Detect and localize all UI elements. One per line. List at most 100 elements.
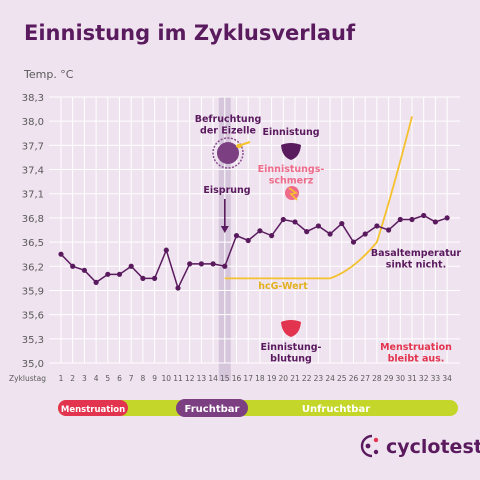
basal-point <box>327 231 333 237</box>
annotation-basal: Basaltemperatur sinkt nicht. <box>371 248 462 270</box>
basal-point <box>362 231 368 237</box>
basal-point <box>105 271 111 277</box>
basal-point <box>315 223 321 229</box>
basal-point <box>339 220 345 227</box>
basal-point <box>70 263 76 269</box>
basal-point <box>280 216 286 223</box>
x-axis-label: Zyklustag <box>9 374 46 383</box>
x-tick-label: 7 <box>129 374 134 383</box>
y-axis-label: Temp. °C <box>23 68 74 81</box>
x-tick-label: 31 <box>407 374 417 383</box>
x-tick-label: 17 <box>243 374 253 383</box>
basal-point <box>269 233 275 239</box>
phase-bar-unfruchtbar <box>58 400 458 416</box>
annotation-einnistung: Einnistung <box>262 127 319 138</box>
series-basal-line <box>60 214 448 291</box>
annotation-hcg: hcG-Wert <box>258 281 308 292</box>
basal-point <box>93 279 99 285</box>
y-tick-label: 37,4 <box>22 166 44 177</box>
x-tick-label: 3 <box>82 374 87 383</box>
basal-point <box>175 285 181 291</box>
basal-point <box>58 251 64 257</box>
x-tick-label: 4 <box>94 374 99 383</box>
x-tick-label: 6 <box>117 374 122 383</box>
x-tick-label: 25 <box>337 374 347 383</box>
x-tick-label: 33 <box>431 374 441 383</box>
x-tick-label: 8 <box>141 374 146 383</box>
basal-point <box>304 229 310 235</box>
x-tick-label: 13 <box>197 374 207 383</box>
y-tick-label: 36,5 <box>22 238 44 249</box>
basal-point <box>432 219 438 225</box>
basal-point <box>222 263 228 269</box>
basal-point <box>163 247 169 253</box>
y-tick-label: 35,6 <box>22 311 44 322</box>
x-tick-label: 1 <box>59 374 64 383</box>
x-tick-label: 26 <box>349 374 359 383</box>
basal-point <box>386 227 392 233</box>
y-tick-label: 35,9 <box>22 286 44 297</box>
phase-bar: Menstruation Fruchtbar Unfruchtbar <box>58 399 458 417</box>
basal-point <box>245 237 251 244</box>
x-tick-label: 15 <box>220 374 230 383</box>
x-tick-label: 19 <box>267 374 277 383</box>
brand-logo: cyclotest <box>360 434 480 458</box>
x-tick-label: 10 <box>162 374 172 383</box>
y-tick-label: 38,0 <box>22 117 44 128</box>
x-tick-label: 21 <box>290 374 300 383</box>
basal-point <box>374 223 380 229</box>
basal-point <box>421 212 427 219</box>
basal-point <box>81 267 87 273</box>
x-tick-label: 28 <box>372 374 382 383</box>
x-tick-label: 27 <box>360 374 370 383</box>
basal-point <box>198 261 204 267</box>
lightning-icon <box>288 187 298 201</box>
x-tick-label: 14 <box>208 374 218 383</box>
y-tick-label: 35,3 <box>22 335 44 346</box>
brand-icon <box>360 434 379 458</box>
x-tick-label: 29 <box>384 374 394 383</box>
basal-point <box>444 215 450 221</box>
egg-icon-outline <box>212 137 244 169</box>
x-tick-label: 18 <box>255 374 265 383</box>
basal-point <box>187 261 193 267</box>
x-tick-label: 2 <box>70 374 75 383</box>
basal-point <box>233 233 240 239</box>
basal-point <box>128 263 134 269</box>
x-tick-label: 9 <box>152 374 157 383</box>
egg-icon <box>217 142 239 164</box>
basal-point <box>210 261 216 267</box>
brand-name: cyclotest <box>386 436 480 458</box>
x-tick-label: 30 <box>396 374 406 383</box>
phase-label-fruchtbar: Fruchtbar <box>185 404 240 415</box>
annotation-eisprung: Eisprung <box>203 185 250 196</box>
eisprung-arrow-head <box>220 226 229 233</box>
basal-point <box>292 219 298 225</box>
annotation-menstruation-aus: Menstruation bleibt aus. <box>380 342 452 364</box>
x-tick-label: 32 <box>419 374 429 383</box>
annotation-schmerz: Einnistungs-schmerz <box>258 164 325 186</box>
phase-bar-fruchtbar <box>176 399 248 417</box>
y-tick-label: 38,3 <box>22 93 44 104</box>
y-tick-label: 37,7 <box>22 141 44 152</box>
x-tick-label: 24 <box>325 374 335 383</box>
basal-point <box>140 275 146 281</box>
x-tick-label: 20 <box>279 374 289 383</box>
basal-point <box>409 216 415 223</box>
basal-point <box>257 228 263 234</box>
basal-point <box>397 216 403 223</box>
basal-point <box>152 275 158 281</box>
y-tick-label: 36,8 <box>22 214 44 225</box>
page-title: Einnistung im Zyklusverlauf <box>24 21 356 45</box>
sperm-head-icon <box>236 143 242 149</box>
basal-point <box>116 271 123 277</box>
phase-label-unfruchtbar: Unfruchtbar <box>302 404 370 415</box>
annotation-blutung: Einnistung-blutung <box>261 342 322 364</box>
x-tick-label: 16 <box>232 374 242 383</box>
y-tick-label: 35,0 <box>22 359 44 370</box>
x-tick-label: 34 <box>442 374 452 383</box>
x-tick-label: 11 <box>173 374 183 383</box>
phase-bar-menstruation <box>58 400 128 416</box>
